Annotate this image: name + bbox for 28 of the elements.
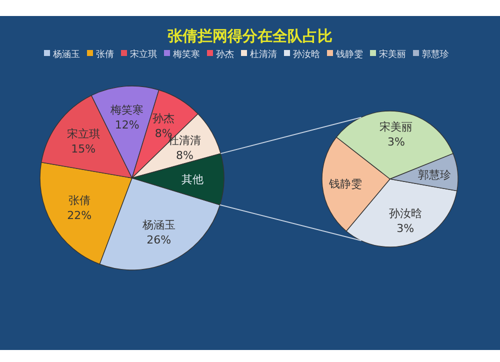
slice-label: 杨涵玉 <box>141 218 176 232</box>
legend-label: 杨涵玉 <box>52 49 80 60</box>
legend-label: 宋美丽 <box>379 49 406 60</box>
slice-label: 张倩 <box>68 194 90 208</box>
slice-label: 宋立琪 <box>66 128 100 141</box>
chart-title: 张倩拦网得分在全队占比 <box>168 27 332 45</box>
legend-label: 钱静雯 <box>335 49 363 60</box>
legend-label: 张倩 <box>96 49 114 60</box>
data-label: 3% <box>388 136 405 149</box>
data-label: 22% <box>67 209 92 222</box>
slice-label: 孙汝晗 <box>388 207 422 220</box>
slice-label: 宋美丽 <box>380 120 413 134</box>
slice-label: 梅笑寒 <box>110 103 144 116</box>
legend-label: 孙汝晗 <box>293 49 320 60</box>
data-label: 8% <box>176 148 194 162</box>
data-label: 12% <box>114 118 140 132</box>
data-label: 26% <box>146 233 172 246</box>
slice-label: 孙杰 <box>152 112 175 126</box>
legend-label: 郭慧珍 <box>422 49 449 60</box>
data-label: 15% <box>71 142 96 156</box>
slice-label: 钱静雯 <box>328 178 362 191</box>
legend-label: 宋立琪 <box>130 49 157 60</box>
legend-label: 杜清清 <box>250 49 277 60</box>
slice-label: 其他 <box>182 172 204 186</box>
data-label: 3% <box>396 222 414 236</box>
legend-label: 梅笑寒 <box>172 49 200 60</box>
slice-label: 郭慧珍 <box>418 168 452 182</box>
legend-label: 孙杰 <box>216 49 234 60</box>
